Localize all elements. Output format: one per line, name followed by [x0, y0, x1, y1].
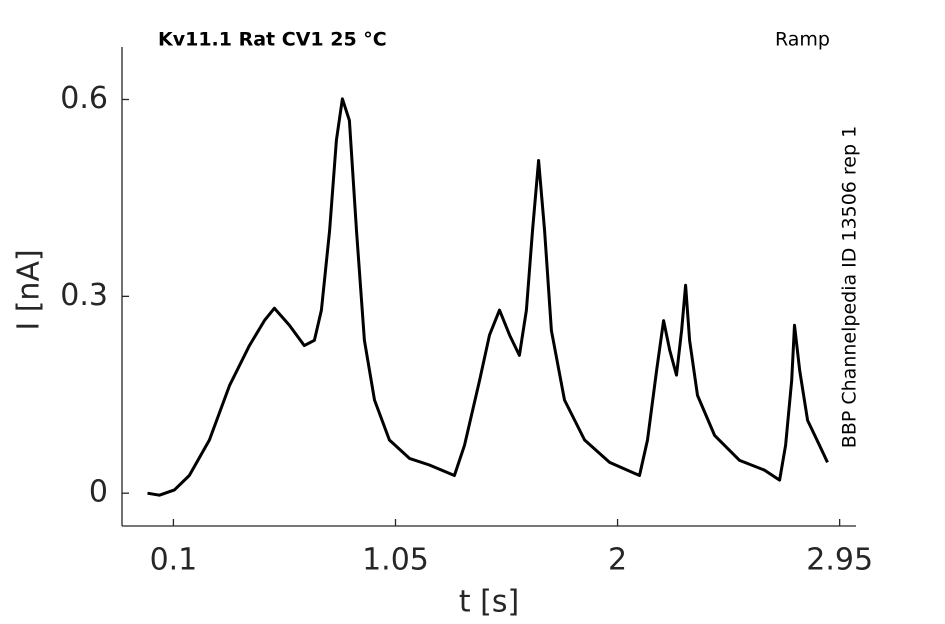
y-axis-label: I [nA]: [12, 249, 47, 330]
annotation: BBP Channelpedia ID 13506 rep 1: [839, 126, 861, 448]
x-tick-label: 2: [608, 543, 627, 578]
y-tick-label: 0: [89, 475, 108, 510]
x-tick-label: 0.1: [150, 543, 198, 578]
data-line: [147, 97, 829, 497]
x-tick-label: 2.95: [806, 543, 873, 578]
y-tick-label: 0.6: [60, 81, 108, 116]
x-tick-label: 1.05: [362, 543, 429, 578]
x-axis-label: t [s]: [459, 585, 519, 620]
chart-title: Kv11.1 Rat CV1 25 °C: [158, 29, 387, 51]
chart-subtitle: Ramp: [775, 29, 830, 51]
y-tick-label: 0.3: [60, 278, 108, 313]
